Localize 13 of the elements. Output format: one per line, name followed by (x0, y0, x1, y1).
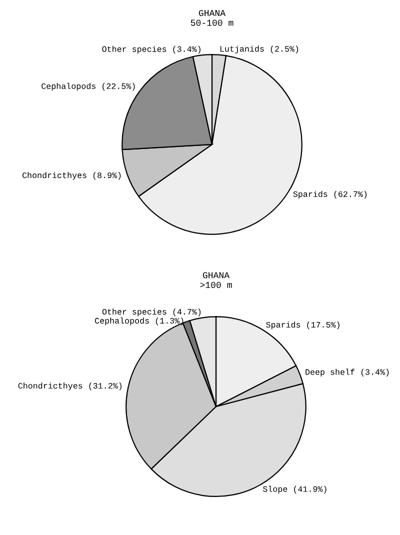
slice-label: Lutjanids (2.5%) (220, 46, 298, 54)
slice-label: Other species (4.7%) (102, 308, 201, 316)
slice-label: Sparids (62.7%) (293, 190, 367, 199)
slice-label: Cephalopods (22.5%) (42, 82, 135, 91)
chart-title: GHANA >100 m (200, 272, 232, 288)
slice-label: Other species (3.4%) (102, 46, 200, 54)
slice-label: Slope (41.9%) (263, 486, 326, 494)
slice-label: Sparids (17.5%) (266, 321, 340, 330)
chart-title: GHANA 50-100 m (190, 10, 234, 26)
slice-label: Cephalopods (1.3%) (95, 317, 184, 326)
slice-label: Chondricthyes (31.2%) (18, 382, 122, 390)
slice-label: Chondricthyes (8.9%) (22, 172, 121, 180)
slice-label: Deep shelf (3.4%) (306, 368, 389, 377)
